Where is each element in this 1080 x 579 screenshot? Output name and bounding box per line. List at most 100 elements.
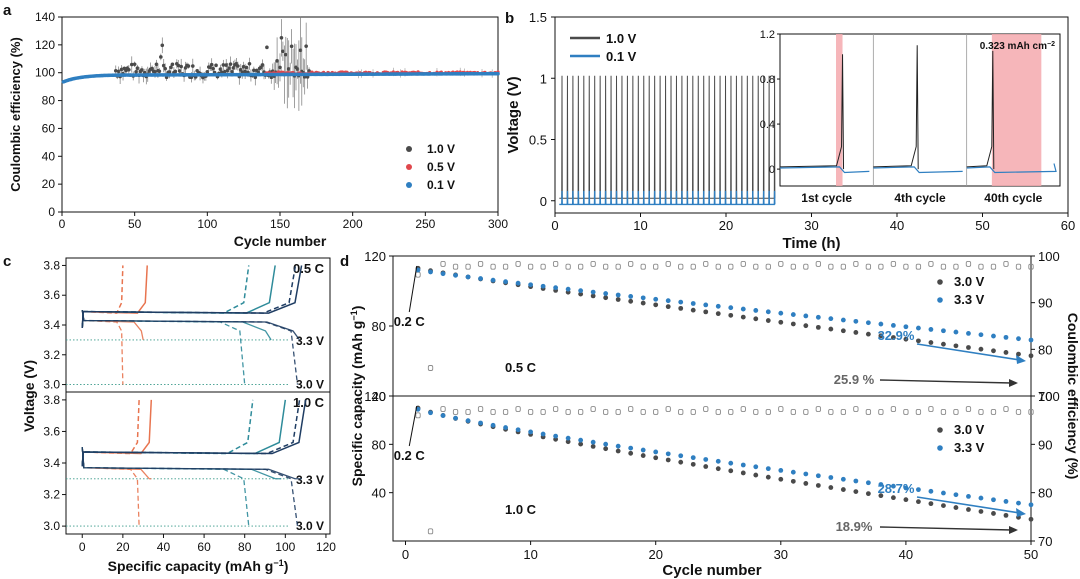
ce-marker (1028, 409, 1034, 415)
capacity-point (1016, 336, 1021, 342)
ce-marker (628, 406, 634, 412)
point-1.0V (132, 62, 137, 67)
capacity-point (941, 490, 946, 496)
retention-arrow (916, 496, 1021, 514)
capacity-point (853, 318, 859, 324)
inset-shade (836, 34, 843, 186)
x-tick-label: 10 (523, 547, 537, 562)
capacity-point (966, 345, 971, 350)
ce-marker (840, 409, 847, 415)
capacity-point (991, 497, 996, 503)
point-1.0V (279, 36, 284, 40)
capacity-point (1028, 502, 1034, 508)
point-1.0V (150, 66, 154, 71)
point-1.0V (186, 64, 191, 68)
y2-tick-label: 100 (1038, 249, 1060, 264)
capacity-point (953, 492, 959, 498)
point-1.0V (176, 63, 181, 68)
capacity-point (578, 437, 584, 443)
point-1.0V (230, 69, 234, 74)
legend-label: 0.5 V (427, 160, 455, 174)
y-tick-label: 20 (42, 177, 56, 191)
capacity-point (765, 309, 771, 315)
point-1.0V (269, 75, 274, 80)
point-1.0V (289, 44, 294, 49)
point-1.0V (177, 69, 182, 73)
x-tick-label: 0 (402, 547, 409, 562)
capacity-point (991, 511, 996, 516)
point-1.0V (191, 64, 195, 68)
capacity-point (903, 485, 909, 491)
capacity-point (978, 495, 984, 501)
capacity-point (790, 478, 796, 484)
ce-marker (1015, 263, 1022, 270)
capacity-point (415, 267, 421, 273)
capacity-point (928, 501, 934, 507)
point-1.0V (284, 52, 288, 57)
point-1.0V (236, 64, 240, 68)
inset-segment-label: 4th cycle (894, 191, 946, 205)
x-tick-label: 40 (899, 547, 913, 562)
point-1.0V (231, 66, 236, 70)
inset-y-tick-label: 0.4 (760, 119, 775, 131)
ce-marker (903, 409, 909, 415)
ce-marker (778, 406, 784, 412)
capacity-point (678, 299, 684, 305)
legend-label: 3.0 V (954, 422, 985, 437)
capacity-point (690, 455, 696, 461)
capacity-point (740, 470, 746, 476)
charge-curve (81, 399, 307, 467)
point-1.0V (224, 63, 229, 67)
capacity-point (840, 487, 846, 492)
ce-marker (565, 263, 571, 270)
y-tick-label: 3.0 (43, 378, 60, 392)
capacity-point (690, 307, 696, 313)
y-tick-label: 40 (372, 486, 386, 501)
legend-marker (406, 164, 412, 170)
capacity-point (640, 300, 646, 306)
capacity-point (653, 449, 659, 455)
capacity-point (740, 306, 746, 312)
panel-label: b (505, 10, 514, 27)
ce-marker (740, 406, 746, 412)
ce-marker (1003, 406, 1009, 412)
charge-curve (81, 399, 153, 467)
ce-marker (953, 409, 959, 415)
ce-marker (653, 409, 659, 415)
y-tick-label: 3.8 (43, 258, 60, 272)
capacity-point (503, 279, 508, 285)
point-1.0V (159, 55, 163, 59)
y-axis-label: Voltage (V) (505, 76, 522, 153)
capacity-point (853, 478, 859, 484)
cutoff-label: 3.0 V (296, 378, 324, 392)
point-1.0V (116, 69, 121, 74)
capacity-point (703, 464, 709, 469)
capacity-point (465, 418, 471, 424)
capacity-point (740, 314, 746, 320)
capacity-point (715, 466, 721, 472)
retention-label: 18.9% (836, 519, 873, 534)
rate-label: 0.5 C (505, 360, 537, 375)
capacity-point (603, 446, 609, 452)
y2-tick-label: 70 (1038, 389, 1052, 404)
point-1.0V (205, 70, 210, 74)
ce-marker (665, 260, 671, 267)
x-tick-label: 0 (59, 217, 66, 231)
capacity-point (1003, 512, 1009, 518)
ce-marker (953, 263, 959, 270)
capacity-point (665, 457, 671, 463)
capacity-point (941, 328, 946, 334)
plot-frame-d (392, 255, 1032, 397)
ce-marker (452, 409, 459, 415)
capacity-point (540, 283, 546, 289)
arrowhead (1009, 379, 1018, 387)
retention-label: 32.9% (878, 328, 915, 343)
point-1.0V (243, 69, 247, 74)
inset-trace-0.1V (779, 166, 870, 174)
x-tick-label: 30 (804, 218, 818, 233)
capacity-point (790, 312, 796, 317)
ce-marker (853, 406, 859, 412)
capacity-point (490, 422, 496, 428)
capacity-point (603, 291, 609, 296)
